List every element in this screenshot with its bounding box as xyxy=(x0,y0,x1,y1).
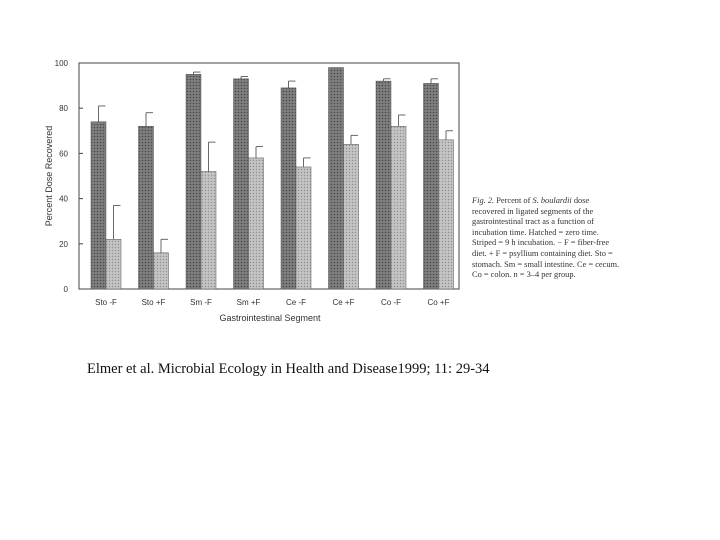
bar-striped xyxy=(295,166,312,290)
x-axis-title: Gastrointestinal Segment xyxy=(219,313,321,323)
bar-striped xyxy=(438,139,454,290)
bar-hatched xyxy=(185,74,202,290)
y-tick-label: 20 xyxy=(59,240,68,249)
bar-striped xyxy=(343,144,359,290)
x-tick-label: Co -F xyxy=(381,298,401,307)
caption-figure-label: Fig. 2. xyxy=(472,196,495,205)
bar-hatched xyxy=(328,67,344,290)
bar-hatched xyxy=(280,87,297,290)
x-tick-label: Co +F xyxy=(427,298,449,307)
bar-hatched xyxy=(423,83,439,290)
figure-caption: Fig. 2. Percent of S. boulardii dose rec… xyxy=(472,196,622,281)
bar-hatched xyxy=(375,80,392,290)
plot-area-frame xyxy=(78,62,460,290)
x-tick-label: Sto -F xyxy=(95,298,117,307)
x-tick-label: Sm +F xyxy=(237,298,261,307)
bar-series xyxy=(90,67,454,290)
caption-text-1: Percent of xyxy=(496,196,533,205)
bar-hatched xyxy=(90,121,107,290)
bar-hatched xyxy=(233,78,249,290)
bar-striped xyxy=(153,252,169,290)
bar-hatched xyxy=(138,126,154,290)
bar-striped xyxy=(248,157,264,290)
y-axis-ticks: 0 20 40 60 80 100 xyxy=(55,59,83,294)
y-tick-label: 0 xyxy=(64,285,69,294)
x-tick-label: Ce -F xyxy=(286,298,306,307)
y-axis-title: Percent Dose Recovered xyxy=(44,126,54,227)
y-tick-label: 80 xyxy=(59,104,68,113)
y-tick-label: 100 xyxy=(55,59,69,68)
x-axis-ticks: Sto -F Sto +F Sm -F Sm +F Ce -F Ce +F Co -F Co … xyxy=(95,298,450,307)
x-tick-label: Ce +F xyxy=(332,298,354,307)
x-tick-label: Sm -F xyxy=(190,298,212,307)
y-tick-label: 40 xyxy=(59,195,68,204)
citation-text: Elmer et al. Microbial Ecology in Health… xyxy=(87,361,490,377)
caption-species: S. boulardii xyxy=(532,196,572,205)
caption-text-2: dose recovered in ligated segments of th… xyxy=(472,196,620,280)
bar-striped xyxy=(105,239,122,290)
y-tick-label: 60 xyxy=(59,149,68,158)
bar-striped xyxy=(200,171,217,290)
x-tick-label: Sto +F xyxy=(142,298,166,307)
bar-striped xyxy=(390,126,407,290)
